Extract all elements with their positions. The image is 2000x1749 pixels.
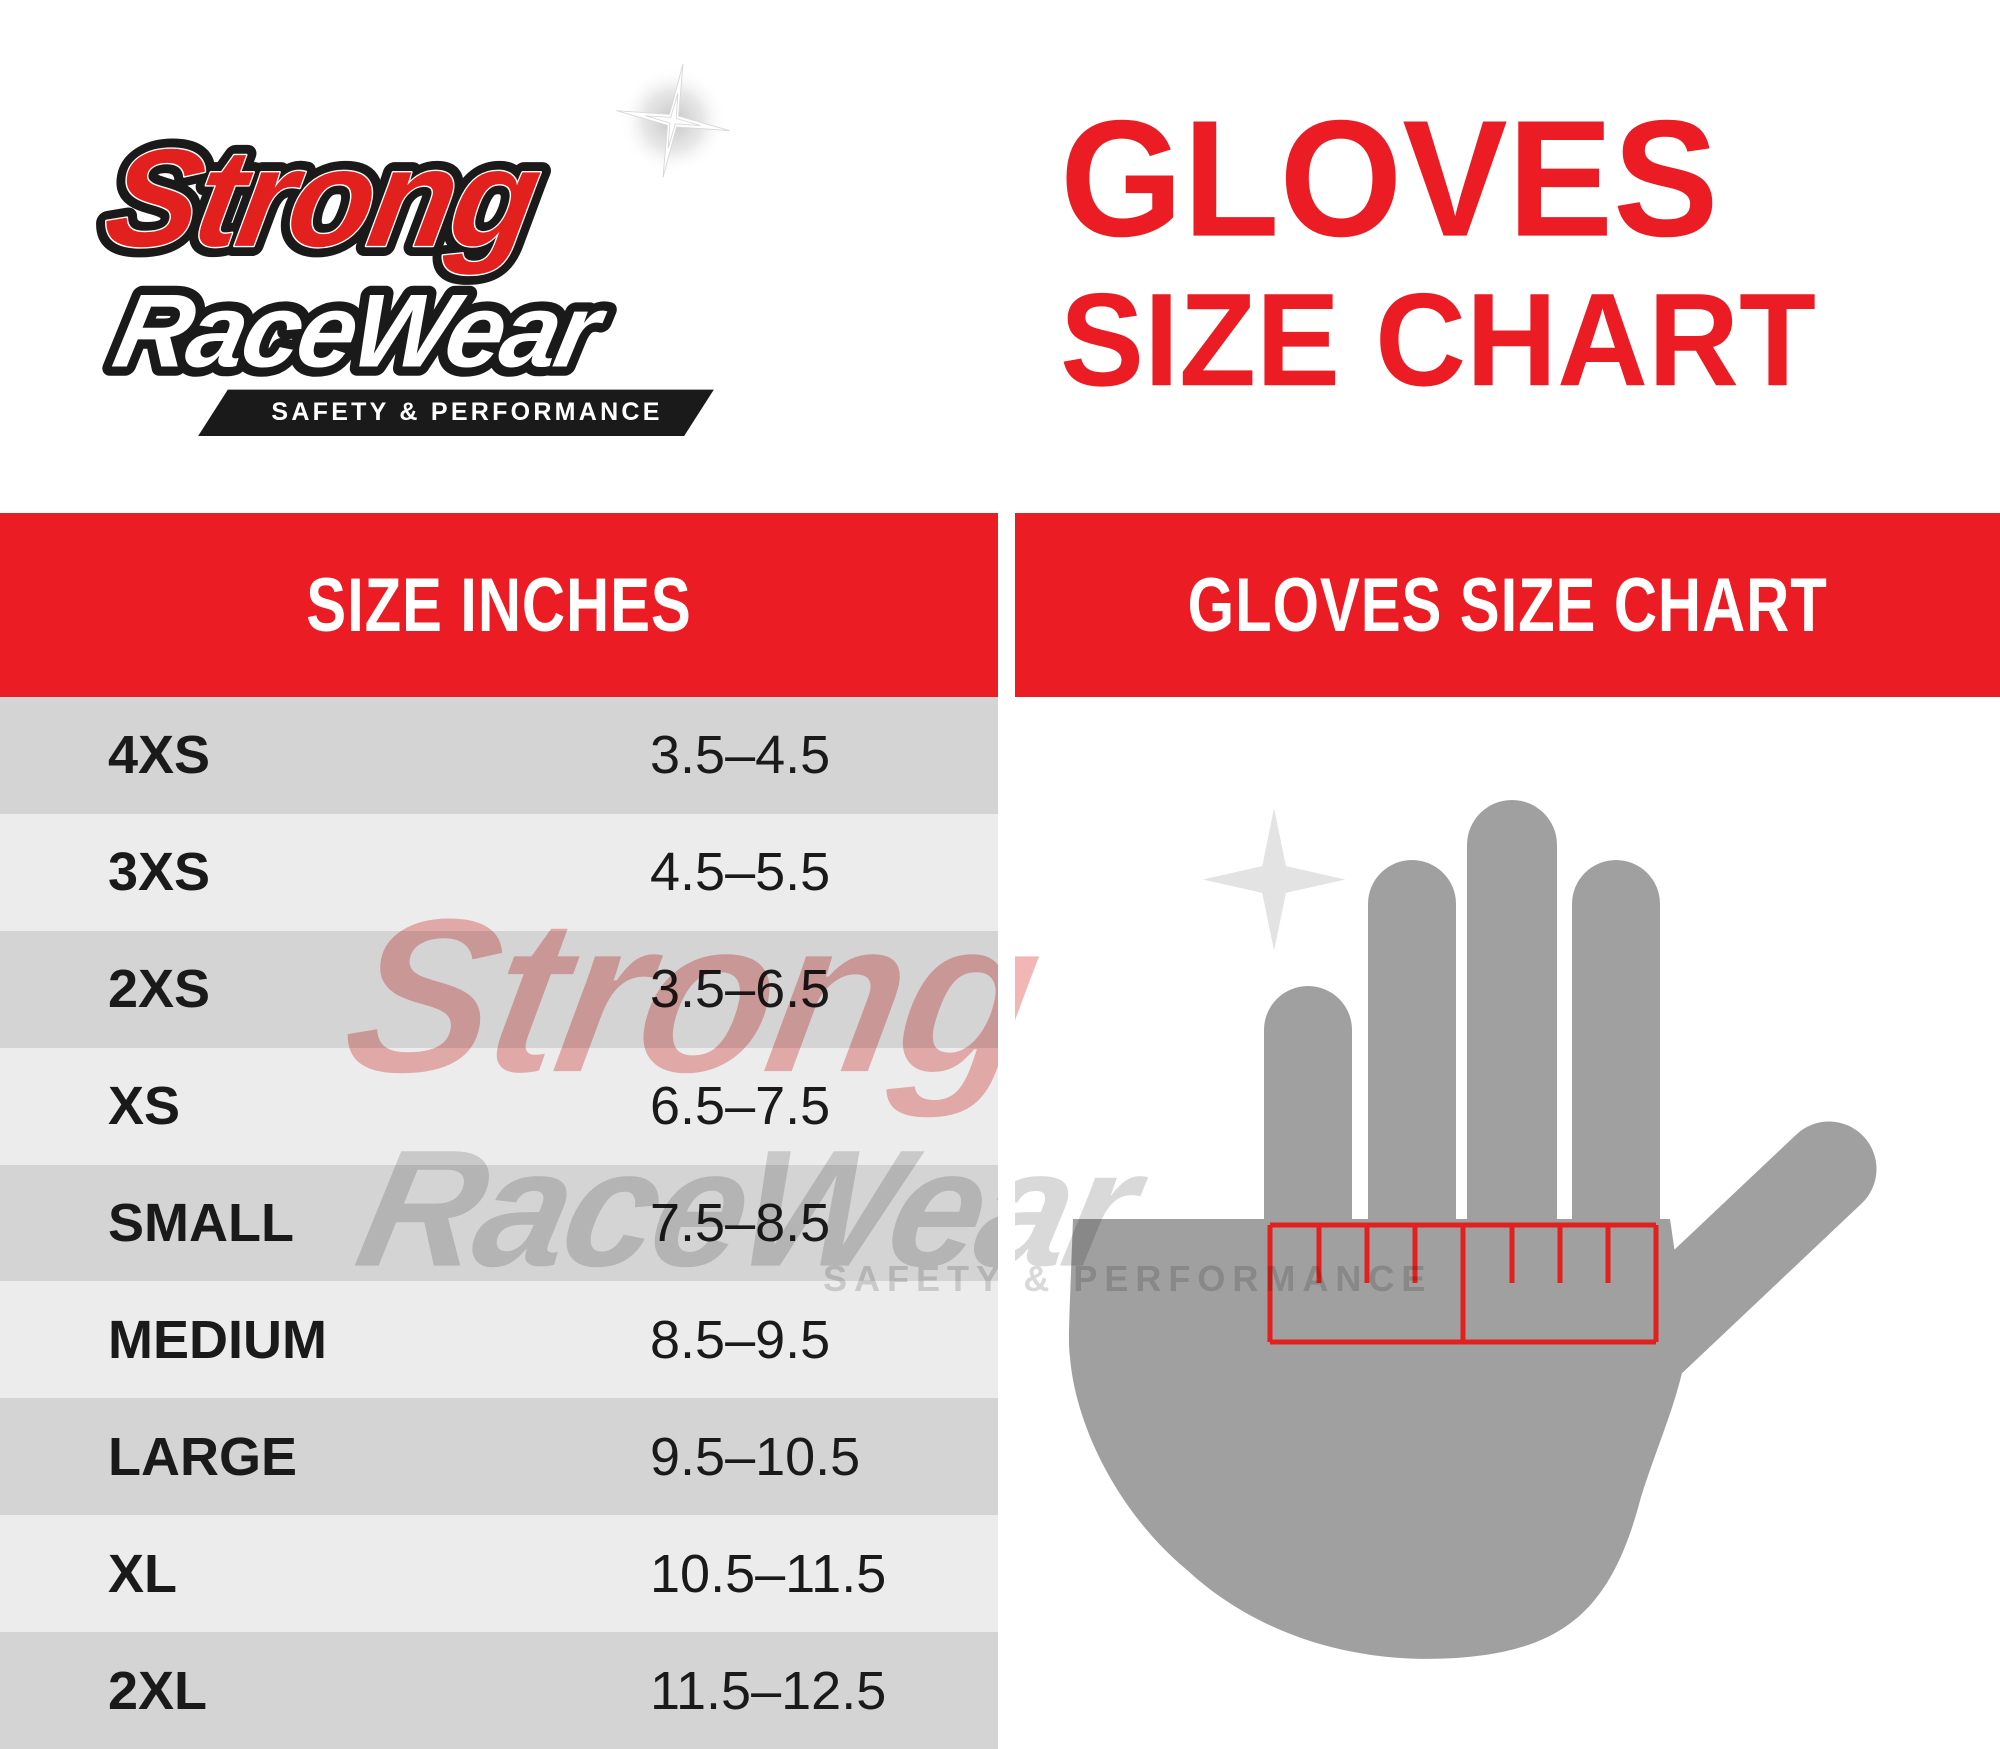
svg-text:Strong: Strong xyxy=(95,120,550,276)
svg-text:RaceWear: RaceWear xyxy=(105,273,616,389)
svg-text:SAFETY & PERFORMANCE: SAFETY & PERFORMANCE xyxy=(271,398,662,426)
